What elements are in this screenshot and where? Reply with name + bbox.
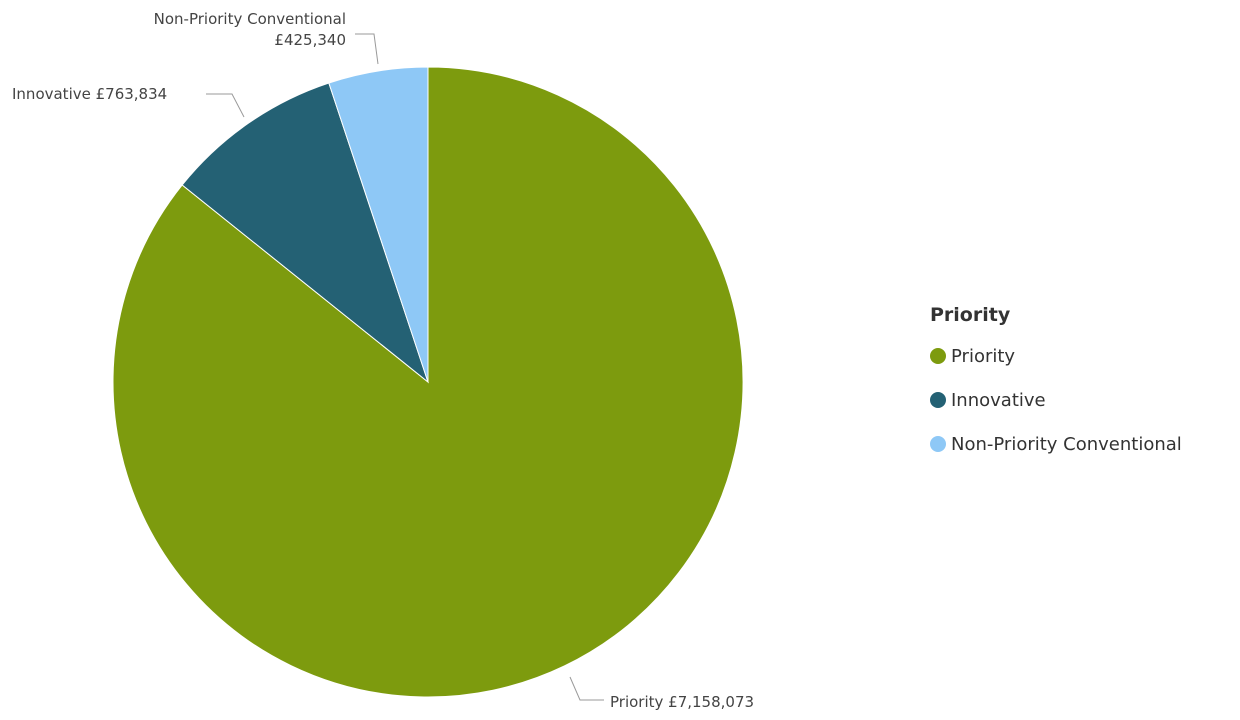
label-leader-lines (206, 33, 604, 701)
pie-slices (112, 66, 744, 698)
legend-item-priority[interactable]: Priority (930, 334, 1182, 378)
legend-label: Priority (951, 345, 1016, 367)
pie-slice-non-priority-conventional[interactable] (328, 66, 429, 383)
leader-line-non-priority-conventional (355, 33, 379, 65)
pie-slice-innovative[interactable] (181, 82, 430, 384)
legend-item-non-priority-conventional[interactable]: Non-Priority Conventional (930, 422, 1182, 466)
legend-title: Priority (930, 304, 1011, 326)
data-label-priority: Priority £7,158,073 (610, 693, 755, 711)
legend-swatch-non-priority-conventional (930, 436, 946, 452)
legend: Priority Priority Innovative Non-Priorit… (930, 304, 1182, 466)
legend-label: Non-Priority Conventional (951, 433, 1182, 455)
legend-item-innovative[interactable]: Innovative (930, 378, 1182, 422)
data-label-innovative: Innovative £763,834 (12, 85, 168, 103)
leader-line-innovative (206, 93, 245, 118)
leader-line-priority (569, 676, 604, 701)
legend-swatch-priority (930, 348, 946, 364)
legend-swatch-innovative (930, 392, 946, 408)
data-label-non-priority-conventional: Non-Priority Conventional £425,340 (153, 10, 346, 49)
legend-label: Innovative (951, 389, 1046, 411)
